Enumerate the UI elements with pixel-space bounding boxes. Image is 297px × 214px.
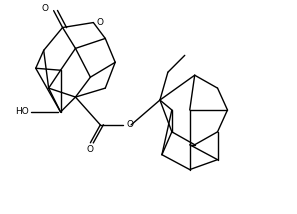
Text: HO: HO [15,107,29,116]
Text: O: O [126,120,133,129]
Text: O: O [96,18,103,27]
Text: O: O [87,145,94,154]
Text: O: O [42,4,49,13]
